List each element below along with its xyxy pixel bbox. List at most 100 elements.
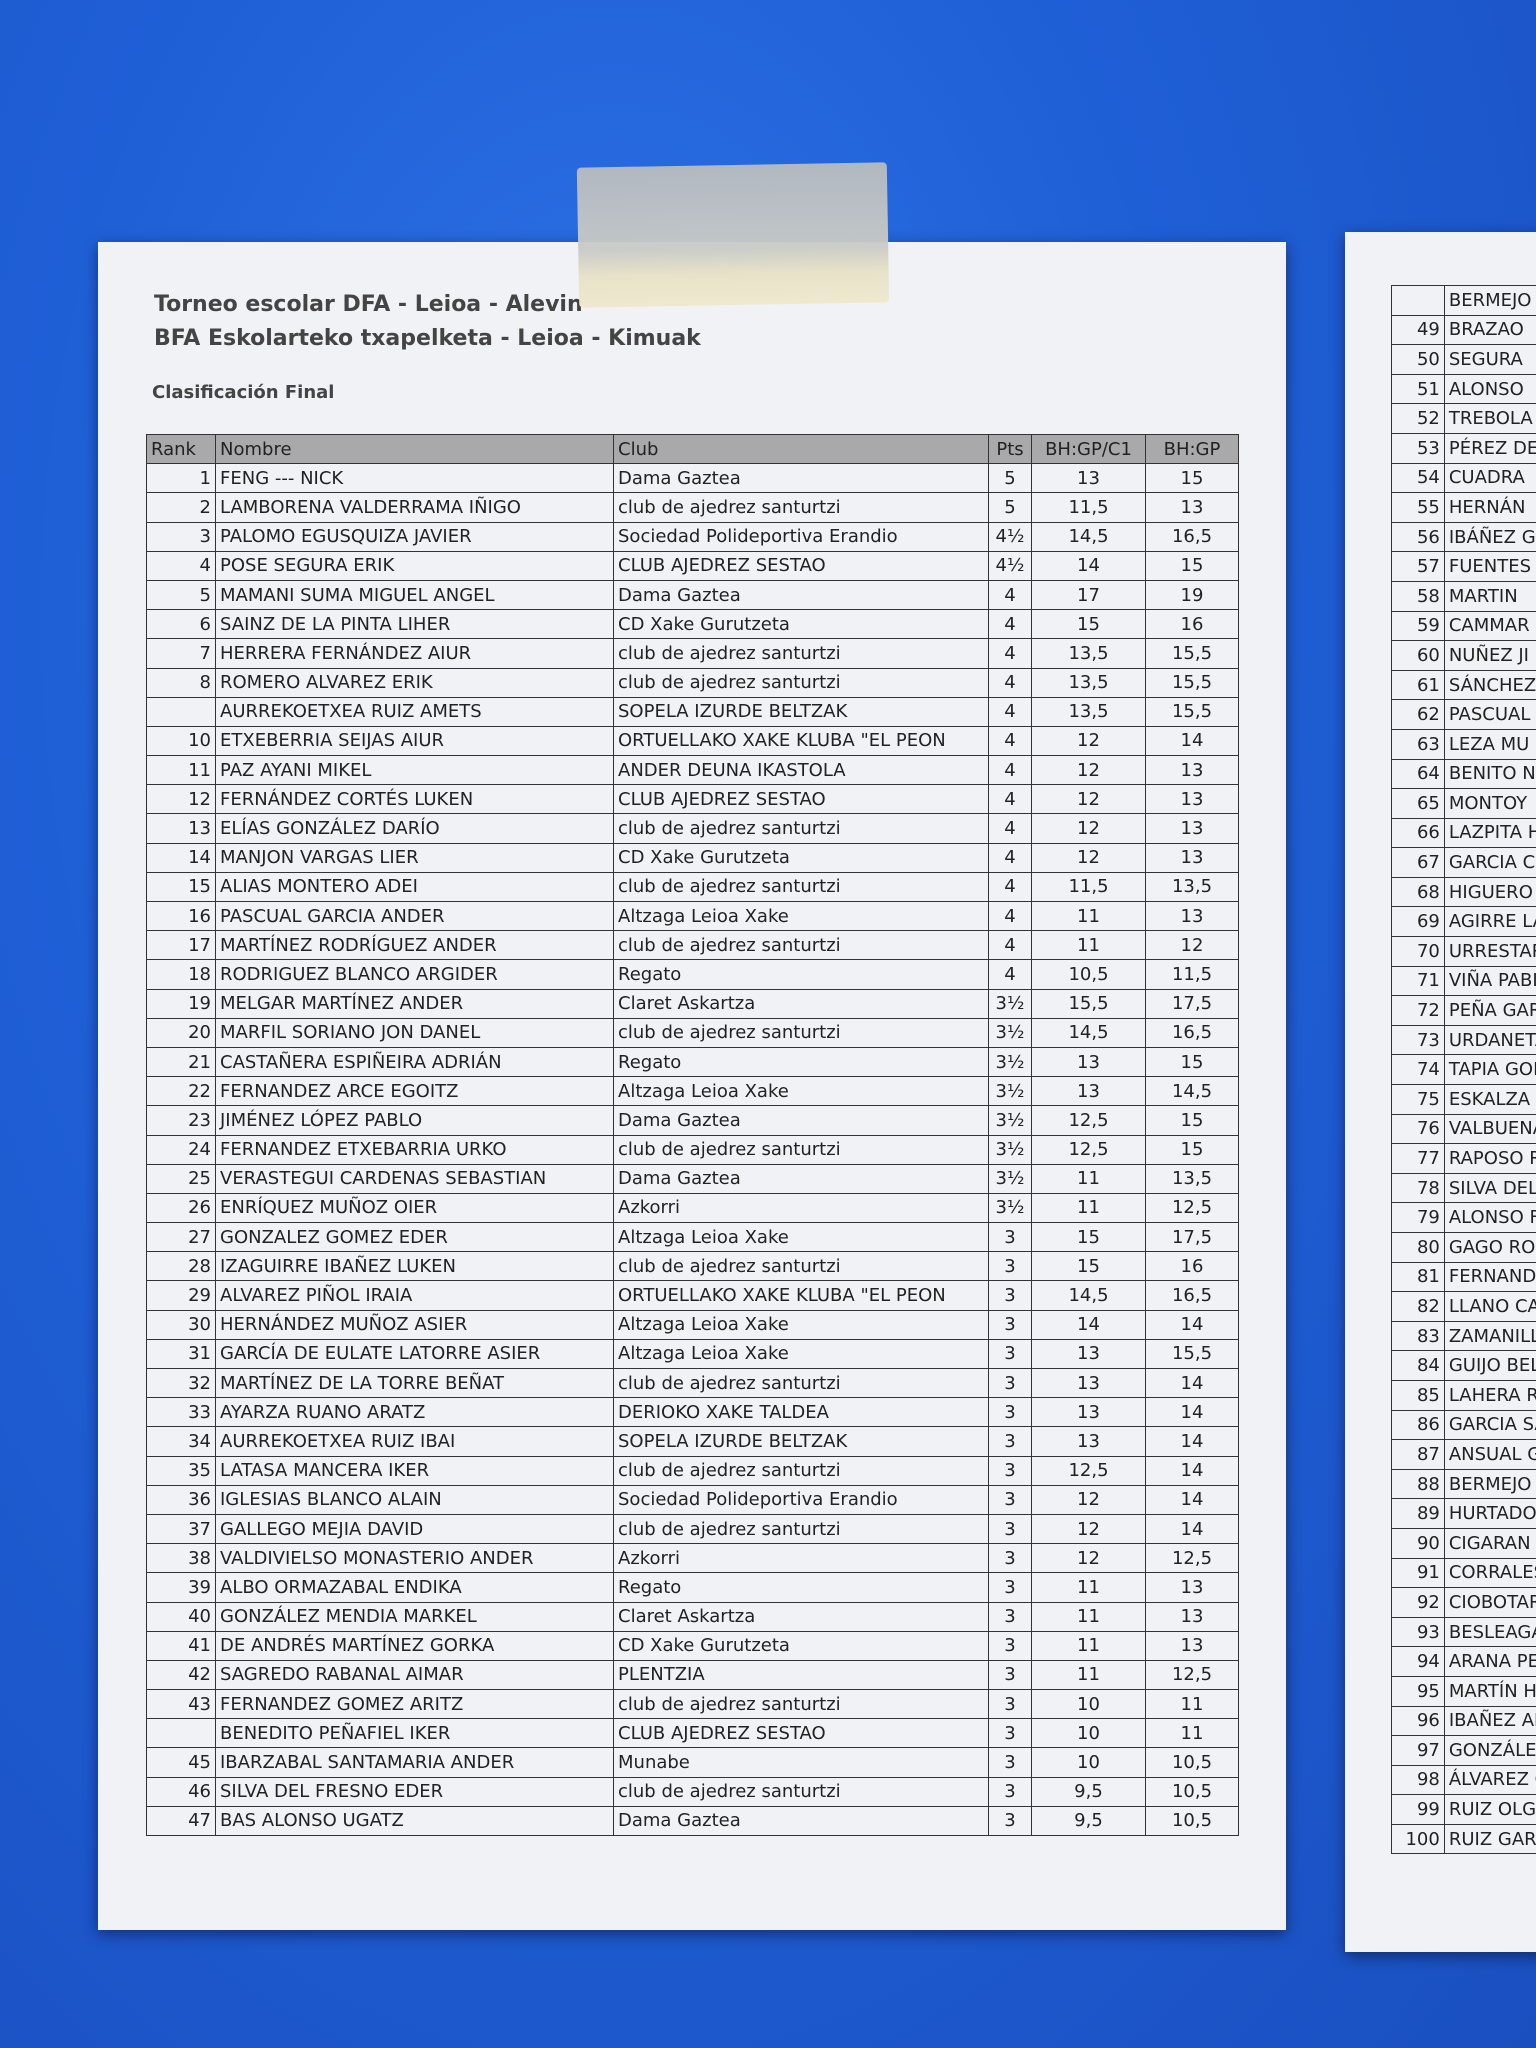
table-cell: 79 [1391, 1202, 1445, 1233]
table-cell: 13,5 [1031, 638, 1146, 669]
table-cell: 85 [1391, 1379, 1445, 1411]
table-cell: 13,5 [1031, 667, 1146, 698]
table-cell: CASTAÑERA ESPIÑEIRA ADRIÁN [215, 1046, 614, 1078]
table-cell: 10 [146, 725, 216, 757]
table-cell: 92 [1391, 1587, 1445, 1618]
table-row: 54 CUADRA [1391, 462, 1536, 494]
table-cell: 16,5 [1145, 1017, 1239, 1048]
table-cell: FUENTES [1443, 551, 1536, 582]
table-cell: 14 [1145, 1367, 1239, 1399]
table-cell: PLENTZIA [613, 1659, 989, 1691]
table-row: 27 GONZALEZ GOMEZ EDER Altzaga Leioa Xake 3… [146, 1222, 1239, 1253]
table-cell: RODRIGUEZ BLANCO ARGIDER [215, 959, 614, 990]
table-cell: BENEDITO PEÑAFIEL IKER [215, 1718, 614, 1749]
column-header: BH:GP [1145, 433, 1239, 465]
table-cell: BERMEJO B [1443, 1468, 1536, 1500]
table-cell: 14 [1031, 550, 1146, 581]
table-cell: 4½ [988, 550, 1032, 581]
table-cell: VERASTEGUI CARDENAS SEBASTIAN [215, 1163, 614, 1194]
table-cell: SAGREDO RABANAL AIMAR [215, 1659, 614, 1691]
table-cell: ETXEBERRIA SEIJAS AIUR [215, 725, 614, 757]
table-cell: 11 [1145, 1689, 1239, 1720]
table-cell: 14 [1145, 1513, 1239, 1545]
table-row: 69 AGIRRE LA [1391, 906, 1536, 938]
table-cell: 98 [1391, 1764, 1445, 1796]
table-row: 4 POSE SEGURA ERIK CLUB AJEDREZ SESTAO 4½ 14… [146, 550, 1239, 581]
table-cell: 3 [988, 1747, 1032, 1778]
table-row: 21 CASTAÑERA ESPIÑEIRA ADRIÁN Regato 3½ 13 15 [146, 1046, 1239, 1078]
table-cell: Dama Gaztea [613, 1805, 989, 1837]
table-cell: 99 [1391, 1794, 1445, 1825]
table-row: 45 IBARZABAL SANTAMARIA ANDER Munabe 3 10 10,… [146, 1747, 1239, 1778]
table-cell: 93 [1391, 1616, 1445, 1648]
table-row: 65 MONTOY [1391, 788, 1536, 819]
table-cell: 89 [1391, 1498, 1445, 1529]
table-row: 83ZAMANILLO [1391, 1320, 1536, 1352]
table-cell: 33 [146, 1397, 216, 1428]
table-cell: Regato [613, 1572, 989, 1603]
table-row: 64 BENITO N [1391, 758, 1536, 790]
table-cell: 51 [1391, 373, 1445, 405]
table-cell: 87 [1391, 1439, 1445, 1470]
table-cell: 60 [1391, 640, 1445, 671]
table-cell: 15,5 [1031, 988, 1146, 1019]
table-cell: 3 [988, 1426, 1032, 1457]
table-cell: 32 [146, 1367, 216, 1399]
table-cell: CAMMAR [1443, 610, 1536, 642]
table-row: 29 ALVAREZ PIÑOL IRAIA ORTUELLAKO XAKE KLU… [146, 1280, 1239, 1311]
table-cell: 19 [1145, 579, 1239, 611]
table-cell: PÉREZ DE [1443, 432, 1536, 464]
table-cell: AYARZA RUANO ARATZ [215, 1397, 614, 1428]
table-cell: Sociedad Polideportiva Erandio [613, 521, 989, 552]
table-cell: 95 [1391, 1675, 1445, 1707]
table-row: 41 DE ANDRÉS MARTÍNEZ GORKA CD Xake Gurutz… [146, 1630, 1239, 1661]
table-cell: GONZÁLEZ ( [1443, 1735, 1536, 1766]
table-cell: 17 [146, 930, 216, 961]
table-cell: 3 [988, 1397, 1032, 1428]
table-row: 33 AYARZA RUANO ARATZ DERIOKO XAKE TALDEA 3… [146, 1397, 1239, 1428]
table-cell: 4 [988, 930, 1032, 961]
table-cell: 4 [988, 813, 1032, 844]
table-row: 56 IBÁÑEZ G [1391, 521, 1536, 553]
table-cell: BENITO N [1443, 758, 1536, 790]
table-row: 32 MARTÍNEZ DE LA TORRE BEÑAT club de ajed… [146, 1367, 1239, 1399]
table-row: 70 URRESTAR [1391, 936, 1536, 967]
table-cell: 41 [146, 1630, 216, 1661]
table-cell: Dama Gaztea [613, 463, 989, 494]
column-header: BH:GP/C1 [1031, 433, 1146, 465]
table-cell: 15,5 [1145, 667, 1239, 698]
table-cell: ALIAS MONTERO ADEI [215, 871, 614, 903]
table-cell: PALOMO EGUSQUIZA JAVIER [215, 521, 614, 552]
table-cell: IBAÑEZ ALI [1443, 1705, 1536, 1737]
table-cell: 12,5 [1145, 1659, 1239, 1691]
table-row: 49 BRAZAO [1391, 314, 1536, 346]
table-cell: 76 [1391, 1113, 1445, 1145]
table-cell: CLUB AJEDREZ SESTAO [613, 1718, 989, 1749]
table-cell: 12 [1031, 813, 1146, 844]
table-cell: GONZALEZ GOMEZ EDER [215, 1222, 614, 1253]
table-cell: LEZA MU [1443, 728, 1536, 760]
table-cell: 3 [988, 1251, 1032, 1282]
table-cell: 13 [1031, 1397, 1146, 1428]
table-cell: 11,5 [1031, 492, 1146, 523]
table-cell: CIOBOTARU [1443, 1587, 1536, 1618]
table-cell: 94 [1391, 1646, 1445, 1677]
table-cell: CD Xake Gurutzeta [613, 609, 989, 640]
table-cell: club de ajedrez santurtzi [613, 1513, 989, 1545]
table-row: 97GONZÁLEZ ( [1391, 1735, 1536, 1766]
table-cell: 11 [1031, 900, 1146, 932]
table-cell: 75 [1391, 1084, 1445, 1115]
table-cell: ARANA PER [1443, 1646, 1536, 1677]
table-cell: 7 [146, 638, 216, 669]
table-row: 50 SEGURA [1391, 344, 1536, 375]
table-cell: SÁNCHEZ [1443, 669, 1536, 701]
table-cell: 66 [1391, 817, 1445, 849]
table-row: 23 JIMÉNEZ LÓPEZ PABLO Dama Gaztea 3½ 12,5 15 [146, 1105, 1239, 1136]
table-cell: ROMERO ALVAREZ ERIK [215, 667, 614, 698]
table-cell: 42 [146, 1659, 216, 1691]
table-row: 30 HERNÁNDEZ MUÑOZ ASIER Altzaga Leioa Xak… [146, 1309, 1239, 1340]
table-cell: 15 [1031, 609, 1146, 640]
table-cell: 13 [146, 813, 216, 844]
